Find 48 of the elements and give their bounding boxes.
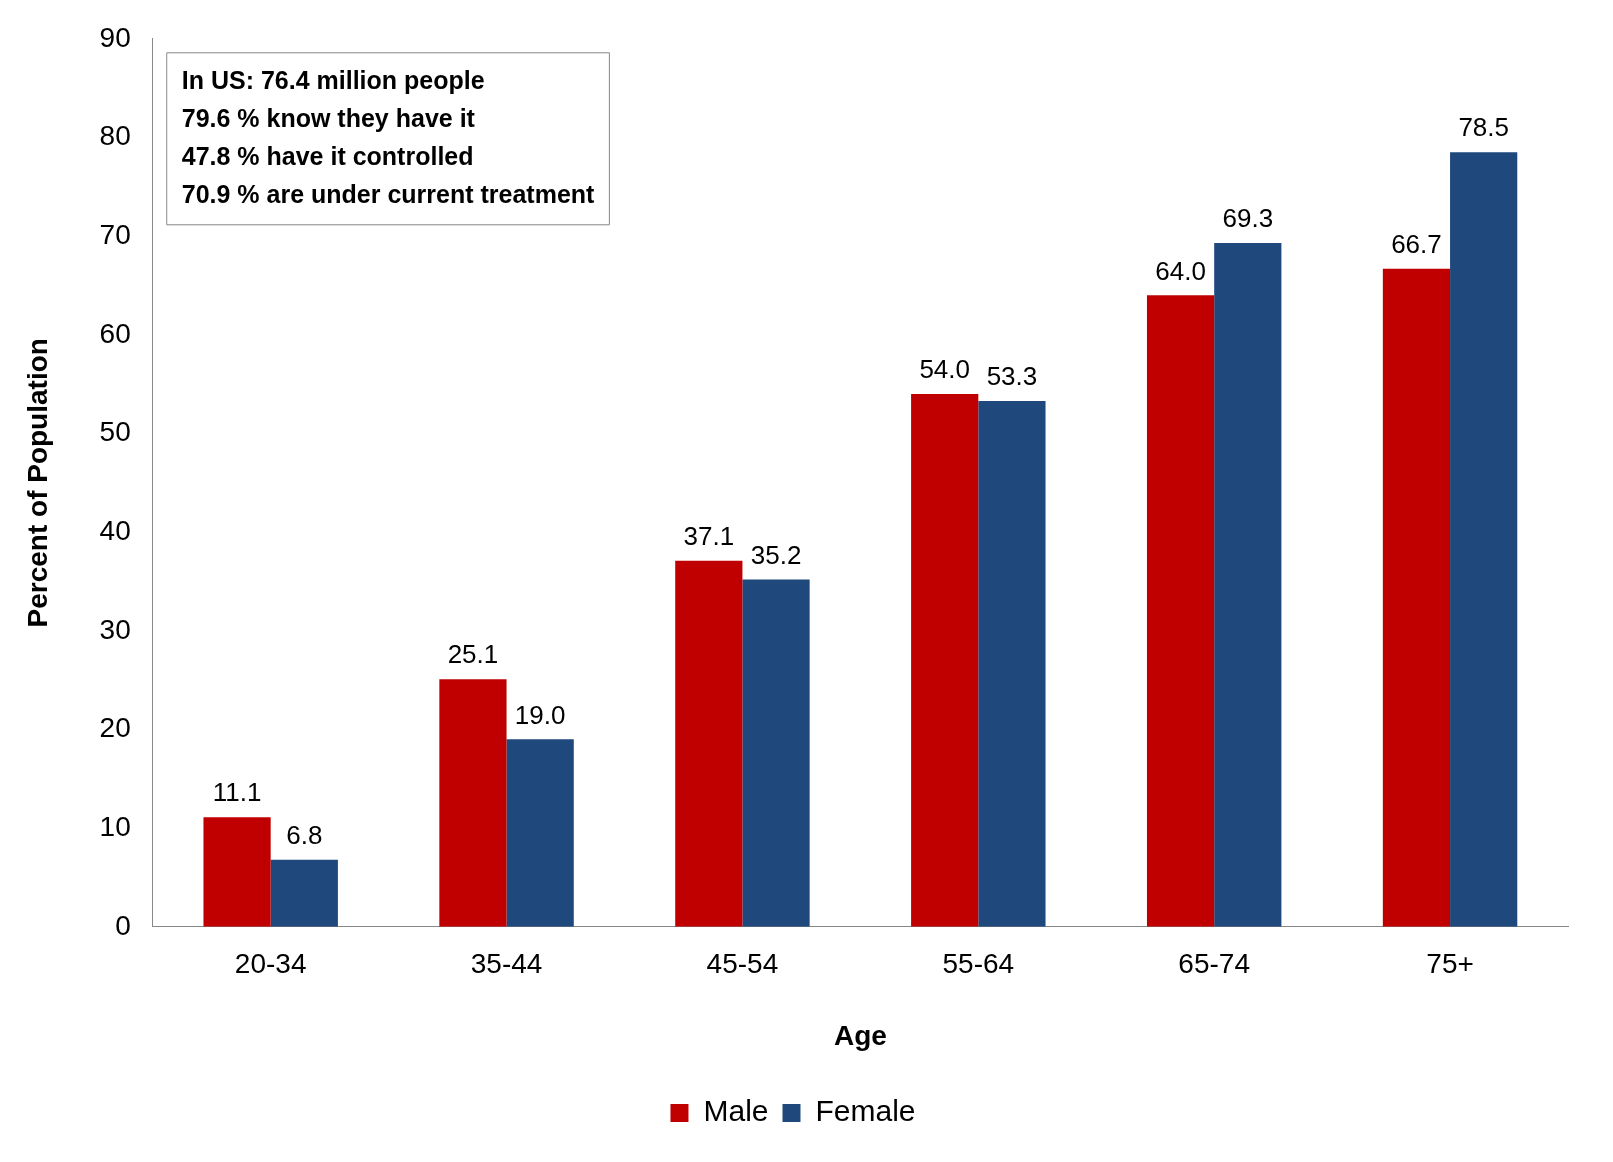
bar — [1450, 152, 1518, 927]
data-label: 37.1 — [683, 520, 735, 551]
x-tick-label: 35-44 — [470, 948, 543, 980]
y-tick-label: 90 — [99, 21, 131, 53]
y-tick-label: 70 — [99, 218, 131, 250]
y-tick-label: 50 — [99, 416, 131, 448]
bar — [1214, 243, 1282, 927]
legend-label: Female — [815, 1094, 916, 1128]
annotation: In US: 76.4 million people — [181, 65, 485, 94]
legend-label: Male — [703, 1094, 769, 1128]
data-label: 64.0 — [1155, 255, 1206, 286]
data-label: 69.3 — [1222, 203, 1274, 234]
y-tick-label: 80 — [99, 120, 131, 152]
x-tick-label: 65-74 — [1178, 948, 1250, 980]
bar — [506, 739, 574, 927]
bar — [1146, 295, 1215, 927]
y-tick-label: 0 — [115, 909, 131, 941]
y-tick-label: 30 — [99, 613, 131, 645]
data-label: 35.2 — [750, 539, 802, 570]
x-tick-label: 75+ — [1426, 948, 1474, 980]
y-axis-title: Percent of Population — [21, 338, 53, 628]
data-label: 11.1 — [212, 777, 262, 808]
x-axis-title: Age — [833, 1019, 887, 1051]
data-label: 6.8 — [286, 819, 323, 850]
bar — [742, 579, 810, 927]
bar — [1382, 268, 1451, 927]
data-label: 54.0 — [919, 354, 970, 385]
annotation: 70.9 % are under current treatment — [181, 179, 596, 208]
data-label: 66.7 — [1391, 228, 1442, 259]
annotation: 47.8 % have it controlled — [181, 141, 474, 170]
annotation: 79.6 % know they have it — [181, 103, 476, 132]
y-tick-label: 60 — [99, 317, 131, 349]
x-tick-label: 20-34 — [234, 948, 307, 980]
bar — [439, 679, 507, 927]
data-label: 78.5 — [1458, 112, 1509, 143]
y-tick-label: 10 — [99, 810, 131, 842]
bar — [911, 394, 979, 927]
data-label: 19.0 — [514, 699, 566, 730]
x-tick-label: 45-54 — [706, 948, 779, 980]
bar — [978, 400, 1046, 927]
x-tick-label: 55-64 — [942, 948, 1015, 980]
y-tick-label: 20 — [99, 712, 131, 744]
y-tick-label: 40 — [99, 514, 131, 546]
bar — [270, 859, 338, 927]
bar — [203, 817, 271, 927]
data-label: 53.3 — [986, 361, 1038, 392]
bar — [675, 560, 743, 927]
data-label: 25.1 — [447, 639, 499, 670]
